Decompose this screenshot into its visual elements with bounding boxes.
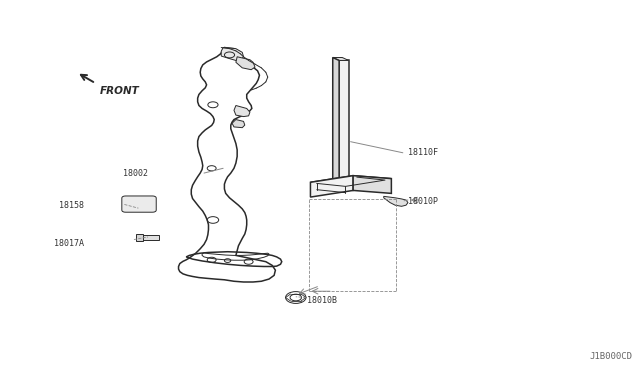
Polygon shape	[310, 176, 353, 197]
Polygon shape	[310, 176, 392, 185]
Polygon shape	[332, 185, 349, 186]
Text: 18017A: 18017A	[54, 239, 84, 248]
Polygon shape	[384, 196, 408, 206]
Polygon shape	[234, 106, 250, 116]
Polygon shape	[339, 61, 349, 186]
FancyBboxPatch shape	[136, 234, 143, 241]
FancyBboxPatch shape	[138, 235, 159, 240]
Polygon shape	[221, 48, 244, 61]
Polygon shape	[353, 176, 392, 193]
Text: 18158: 18158	[60, 201, 84, 210]
FancyBboxPatch shape	[122, 196, 156, 212]
Text: 18010P: 18010P	[408, 197, 438, 206]
Text: FRONT: FRONT	[100, 86, 140, 96]
Polygon shape	[333, 58, 349, 61]
Text: 18110F: 18110F	[408, 148, 438, 157]
Polygon shape	[232, 119, 245, 128]
Polygon shape	[236, 57, 255, 70]
Text: J1B000CD: J1B000CD	[589, 352, 632, 361]
Text: 18010B: 18010B	[307, 296, 337, 305]
Polygon shape	[333, 58, 339, 187]
Text: 18002: 18002	[123, 169, 148, 177]
